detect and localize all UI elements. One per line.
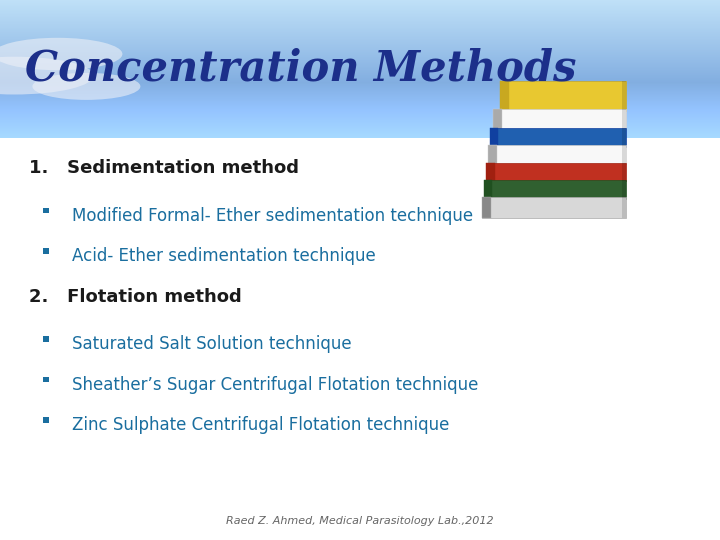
Bar [484,180,492,199]
Text: Sheather’s Sugar Centrifugal Flotation technique: Sheather’s Sugar Centrifugal Flotation t… [72,376,478,394]
Bar [500,81,626,111]
Bar [622,163,626,181]
Text: Zinc Sulphate Centrifugal Flotation technique: Zinc Sulphate Centrifugal Flotation tech… [72,416,449,434]
Bar [622,145,626,164]
Ellipse shape [0,38,122,70]
Text: Raed Z. Ahmed, Medical Parasitology Lab.,2012: Raed Z. Ahmed, Medical Parasitology Lab.… [226,516,494,526]
Bar [622,128,626,147]
Bar [488,145,497,164]
Bar [43,376,49,382]
Bar [622,109,626,130]
Text: 1.   Sedimentation method: 1. Sedimentation method [29,159,299,177]
Bar [490,128,626,147]
Bar [484,180,626,199]
Bar [43,336,49,342]
Bar [490,128,498,147]
Bar [622,180,626,199]
Bar [493,109,502,130]
Bar [500,81,509,111]
Bar [486,163,626,181]
Text: Concentration Methods: Concentration Methods [25,48,577,90]
Bar [493,109,626,130]
Text: Acid- Ether sedimentation technique: Acid- Ether sedimentation technique [72,247,376,265]
Bar [482,197,491,218]
Text: Modified Formal- Ether sedimentation technique: Modified Formal- Ether sedimentation tec… [72,207,473,225]
Text: Saturated Salt Solution technique: Saturated Salt Solution technique [72,335,351,353]
Bar [482,197,626,218]
Text: 2.   Flotation method: 2. Flotation method [29,288,241,306]
Bar [43,417,49,423]
Bar [622,197,626,218]
Bar [43,207,49,213]
Ellipse shape [32,73,140,100]
Bar [488,145,626,164]
Bar [43,248,49,254]
Bar [622,81,626,111]
Ellipse shape [0,57,94,94]
Bar [486,163,495,181]
